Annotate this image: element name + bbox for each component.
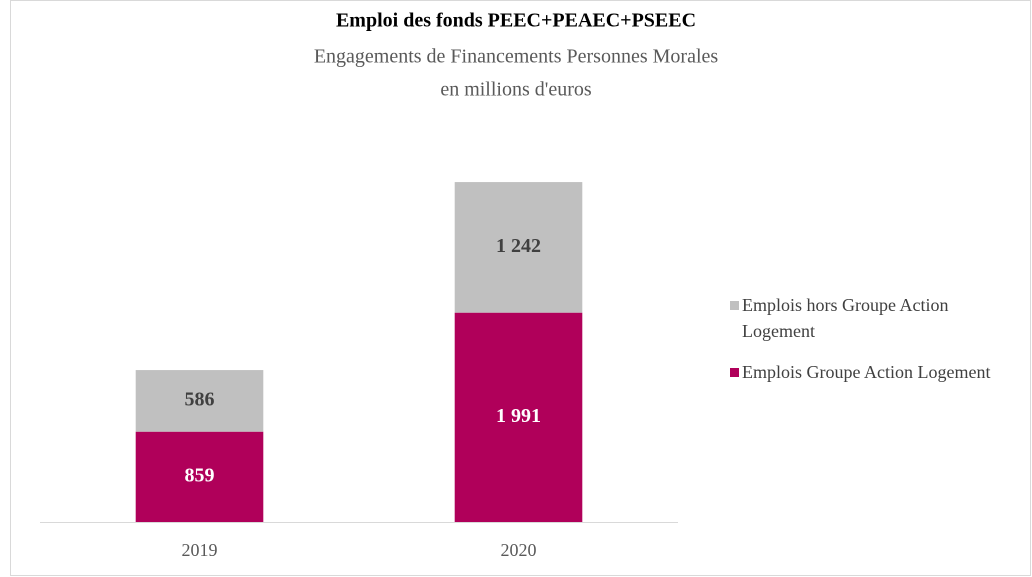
legend: Emplois hors Groupe Action Logement Emplo… xyxy=(730,292,1015,400)
chart-title: Emploi des fonds PEEC+PEAEC+PSEEC xyxy=(336,10,696,32)
x-tick-label: 2020 xyxy=(501,540,537,560)
data-label: 859 xyxy=(185,464,215,486)
legend-label: Emplois Groupe Action Logement xyxy=(742,362,991,382)
bar-segment xyxy=(135,370,264,432)
data-label: 586 xyxy=(185,388,215,410)
chart-border xyxy=(10,0,1031,576)
legend-item: Emplois hors Groupe Action Logement xyxy=(730,292,1015,344)
bar-segment xyxy=(454,312,583,522)
bar-segment xyxy=(454,182,583,313)
data-label: 1 242 xyxy=(496,235,541,257)
data-label: 1 991 xyxy=(496,405,541,427)
legend-label: Emplois hors Groupe Action Logement xyxy=(742,295,949,341)
bar-segment xyxy=(135,431,264,522)
legend-item: Emplois Groupe Action Logement xyxy=(730,359,1015,385)
legend-swatch xyxy=(730,368,739,377)
chart-subtitle: en millions d'euros xyxy=(440,79,592,101)
chart-subtitle: Engagements de Financements Personnes Mo… xyxy=(314,46,719,68)
legend-swatch xyxy=(730,301,739,310)
x-tick-label: 2019 xyxy=(182,540,218,560)
